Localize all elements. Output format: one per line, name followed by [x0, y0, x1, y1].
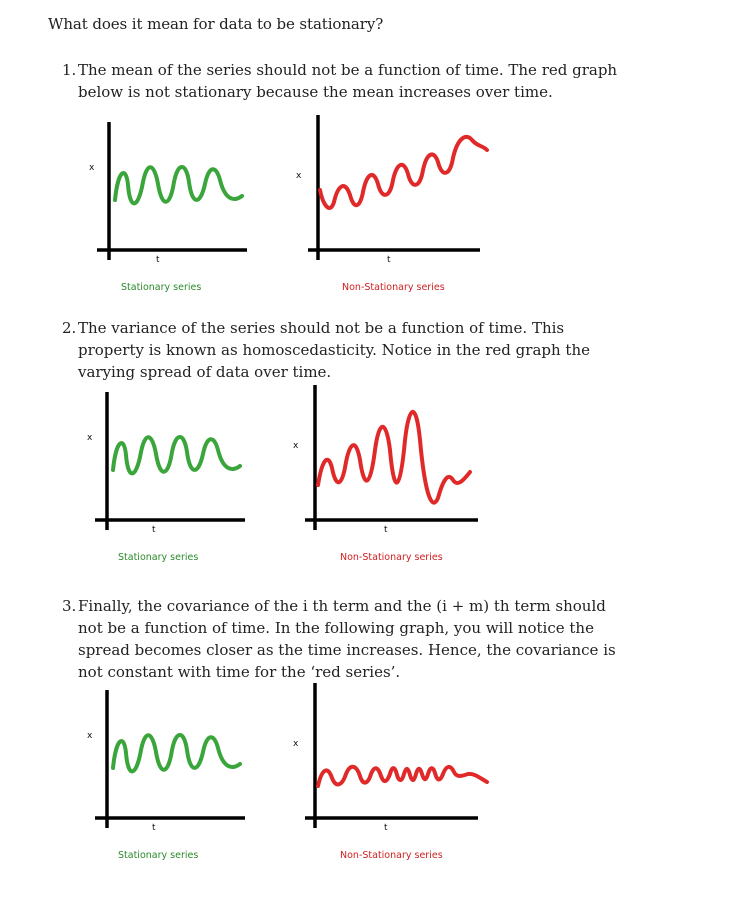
figure-3-drawing [95, 683, 489, 828]
stationary-series-line [111, 435, 242, 476]
figure-1: x t x t Stationary series Non-Stationary… [0, 110, 751, 293]
stationary-caption: Stationary series [121, 282, 202, 293]
y-axis-label: x [293, 441, 299, 451]
figure-2: x t x t Stationary series Non-Stationary… [0, 380, 751, 563]
stationary-series-line [111, 733, 242, 774]
non-stationary-caption: Non-Stationary series [340, 552, 443, 563]
stationary-series-line [113, 165, 244, 206]
list-number: 3. [62, 597, 77, 615]
x-axis-label: t [152, 823, 156, 833]
list-item-1: 1. The mean of the series should not be … [62, 59, 622, 103]
non-stationary-caption: Non-Stationary series [342, 282, 445, 293]
list-number: 2. [62, 319, 77, 337]
stationary-caption: Stationary series [118, 850, 199, 861]
x-axis-label: t [384, 823, 388, 833]
figure-2-drawing [95, 385, 478, 530]
list-item-3: 3. Finally, the covariance of the i th t… [62, 595, 622, 683]
non-stationary-series-line [318, 134, 489, 210]
x-axis-label: t [384, 525, 388, 535]
list-text: Finally, the covariance of the i th term… [78, 597, 616, 681]
list-number: 1. [62, 61, 77, 79]
figure-1-drawing [97, 115, 489, 260]
non-stationary-series-line [316, 764, 489, 788]
figure-3: x t x t Stationary series Non-Stationary… [0, 678, 751, 861]
y-axis-label: x [296, 171, 302, 181]
non-stationary-series-line [316, 409, 472, 505]
list-item-2: 2. The variance of the series should not… [62, 317, 622, 383]
stationary-caption: Stationary series [118, 552, 199, 563]
y-axis-label: x [293, 739, 299, 749]
x-axis-label: t [156, 255, 160, 265]
y-axis-label: x [87, 433, 93, 443]
x-axis-label: t [152, 525, 156, 535]
y-axis-label: x [89, 163, 95, 173]
y-axis-label: x [87, 731, 93, 741]
page-heading: What does it mean for data to be station… [48, 15, 384, 33]
list-text: The variance of the series should not be… [78, 319, 590, 381]
x-axis-label: t [387, 255, 391, 265]
non-stationary-caption: Non-Stationary series [340, 850, 443, 861]
list-text: The mean of the series should not be a f… [78, 61, 618, 101]
